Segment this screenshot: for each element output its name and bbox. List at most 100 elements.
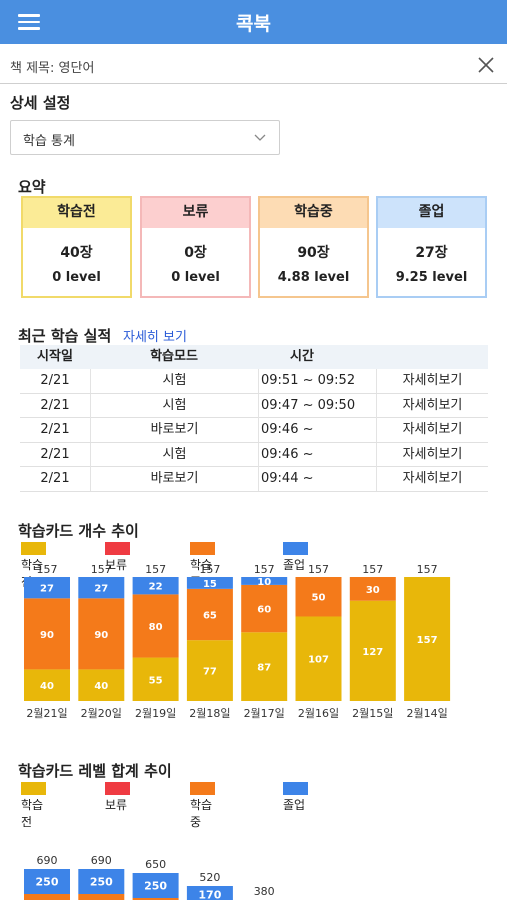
col-study-mode: 학습모드 — [150, 349, 198, 364]
summary-card-hold: 보류 0장 0 level — [140, 196, 251, 298]
bar-value-label: 80 — [149, 622, 163, 633]
chart-bar-segment — [349, 577, 396, 601]
cell-date: 2/21 — [40, 397, 70, 413]
book-title: 책 제목: 영단어 — [10, 61, 95, 76]
bar-total-label: 157 — [199, 563, 220, 576]
x-tick-label: 2월21일 — [26, 706, 67, 720]
bar-value-label: 27 — [94, 584, 108, 595]
chart-bar-segment — [295, 616, 342, 701]
chart-bar-segment — [78, 869, 125, 894]
bar-value-label: 77 — [203, 667, 217, 678]
bar-total-label: 157 — [254, 563, 275, 576]
bar-value-label: 60 — [257, 605, 271, 616]
card-title: 학습전 — [23, 198, 130, 228]
row-details-link[interactable]: 자세히보기 — [376, 467, 488, 492]
bar-value-label: 22 — [149, 582, 163, 593]
col-action — [376, 345, 488, 369]
x-tick-label: 2월18일 — [189, 706, 230, 720]
chart-bar-segment — [78, 669, 125, 701]
chart-bar-segment — [404, 577, 451, 701]
x-tick-label: 2월19일 — [135, 706, 176, 720]
chart-bar-segment — [186, 640, 233, 701]
table-row: 2/21 바로보기 09:44 ~ 자세히보기 — [20, 467, 488, 492]
app-title: 콕북 — [236, 13, 271, 35]
chart-bar-segment — [132, 898, 179, 900]
bar-value-label: 30 — [366, 585, 380, 596]
bar-value-label: 250 — [36, 876, 59, 889]
legend-item-graduated: 졸업 — [283, 782, 311, 813]
card-level-chart: 250690250690250650170520100380220 — [24, 854, 276, 900]
bar-value-label: 65 — [203, 611, 217, 622]
card-count-chart-title: 학습카드 개수 추이 — [18, 522, 139, 540]
chart-bar-segment — [24, 894, 70, 900]
stats-mode-select[interactable]: 학습 통계 — [10, 120, 280, 155]
bar-value-label: 87 — [257, 663, 271, 674]
bar-value-label: 90 — [94, 630, 108, 641]
x-tick-label: 2월16일 — [298, 706, 339, 720]
cell-mode: 시험 — [90, 442, 258, 467]
cell-mode: 바로보기 — [90, 467, 258, 492]
cell-date: 2/21 — [40, 373, 70, 388]
card-count: 27장 — [415, 245, 448, 261]
chart-bar-segment — [132, 873, 179, 898]
view-details-link[interactable]: 자세히 보기 — [123, 330, 187, 345]
card-count: 90장 — [297, 245, 330, 261]
card-level: 4.88 level — [277, 270, 350, 285]
cell-time: 09:46 ~ — [258, 418, 376, 443]
cell-time: 09:51 ~ 09:52 — [258, 369, 376, 393]
cell-time: 09:47 ~ 09:50 — [258, 393, 376, 418]
cell-time: 09:46 ~ — [258, 442, 376, 467]
row-details-link[interactable]: 자세히보기 — [376, 393, 488, 418]
row-details-link[interactable]: 자세히보기 — [376, 442, 488, 467]
chart-bar-segment — [132, 657, 179, 701]
summary-card-before: 학습전 40장 0 level — [21, 196, 132, 298]
chart-bar-segment — [78, 598, 125, 670]
recent-study-table: 시작일 학습모드 시간 2/21 시험 09:51 ~ 09:52 자세히보기 … — [20, 345, 488, 492]
card-count-chart: 40 90 27 157 2월21일 40 90 27 157 2월20일 55 80 22 157 2월1… — [24, 563, 451, 720]
chart-bar-segment — [132, 594, 179, 658]
bar-value-label: 55 — [149, 675, 163, 686]
summary-card-graduated: 졸업 27장 9.25 level — [376, 196, 487, 298]
close-icon[interactable] — [477, 56, 495, 74]
card-level: 0 level — [171, 270, 220, 285]
bar-total-label: 690 — [91, 854, 112, 867]
col-start-date: 시작일 — [37, 349, 73, 364]
bar-value-label: 157 — [417, 635, 438, 646]
cell-date: 2/21 — [40, 422, 70, 438]
card-level: 9.25 level — [395, 270, 468, 285]
x-tick-label: 2월17일 — [244, 706, 285, 720]
hamburger-menu-icon[interactable] — [18, 11, 40, 33]
cell-time: 09:44 ~ — [258, 467, 376, 492]
table-row: 2/21 시험 09:47 ~ 09:50 자세히보기 — [20, 393, 488, 419]
legend-item-learning: 학습중 — [190, 782, 218, 830]
bar-total-label: 157 — [362, 563, 383, 576]
row-details-link[interactable]: 자세히보기 — [376, 418, 488, 443]
card-level-chart-title: 학습카드 레벨 합계 추이 — [18, 762, 172, 780]
cell-mode: 바로보기 — [90, 418, 258, 443]
bar-total-label: 157 — [145, 563, 166, 576]
card-title: 학습중 — [260, 198, 367, 228]
bar-value-label: 10 — [257, 577, 271, 588]
bar-total-label: 520 — [199, 871, 220, 884]
chart-bar-segment — [132, 577, 179, 595]
row-details-link[interactable]: 자세히보기 — [376, 369, 488, 393]
card-level: 0 level — [52, 270, 101, 285]
chart-bar-segment — [241, 577, 288, 585]
bar-value-label: 90 — [40, 630, 54, 641]
bar-value-label: 250 — [144, 880, 167, 893]
table-row: 2/21 시험 09:46 ~ 자세히보기 — [20, 442, 488, 468]
legend-item-graduated: 졸업 — [283, 542, 311, 573]
book-title-row: 책 제목: 영단어 — [0, 48, 507, 84]
chart-bar-segment — [186, 588, 233, 641]
bar-value-label: 50 — [312, 593, 326, 604]
chart-bar-segment — [186, 577, 233, 589]
chart-bar-segment — [24, 577, 70, 599]
chart-bar-segment — [78, 577, 125, 599]
x-tick-label: 2월14일 — [406, 706, 447, 720]
summary-cards: 학습전 40장 0 level 보류 0장 0 level 학습중 90장 4.… — [21, 196, 491, 298]
bar-total-label: 650 — [145, 858, 166, 871]
card-count: 0장 — [184, 245, 207, 261]
legend-item-before: 학습전 — [21, 782, 49, 830]
card-title: 졸업 — [378, 198, 485, 228]
chart-bar-segment — [186, 886, 233, 900]
